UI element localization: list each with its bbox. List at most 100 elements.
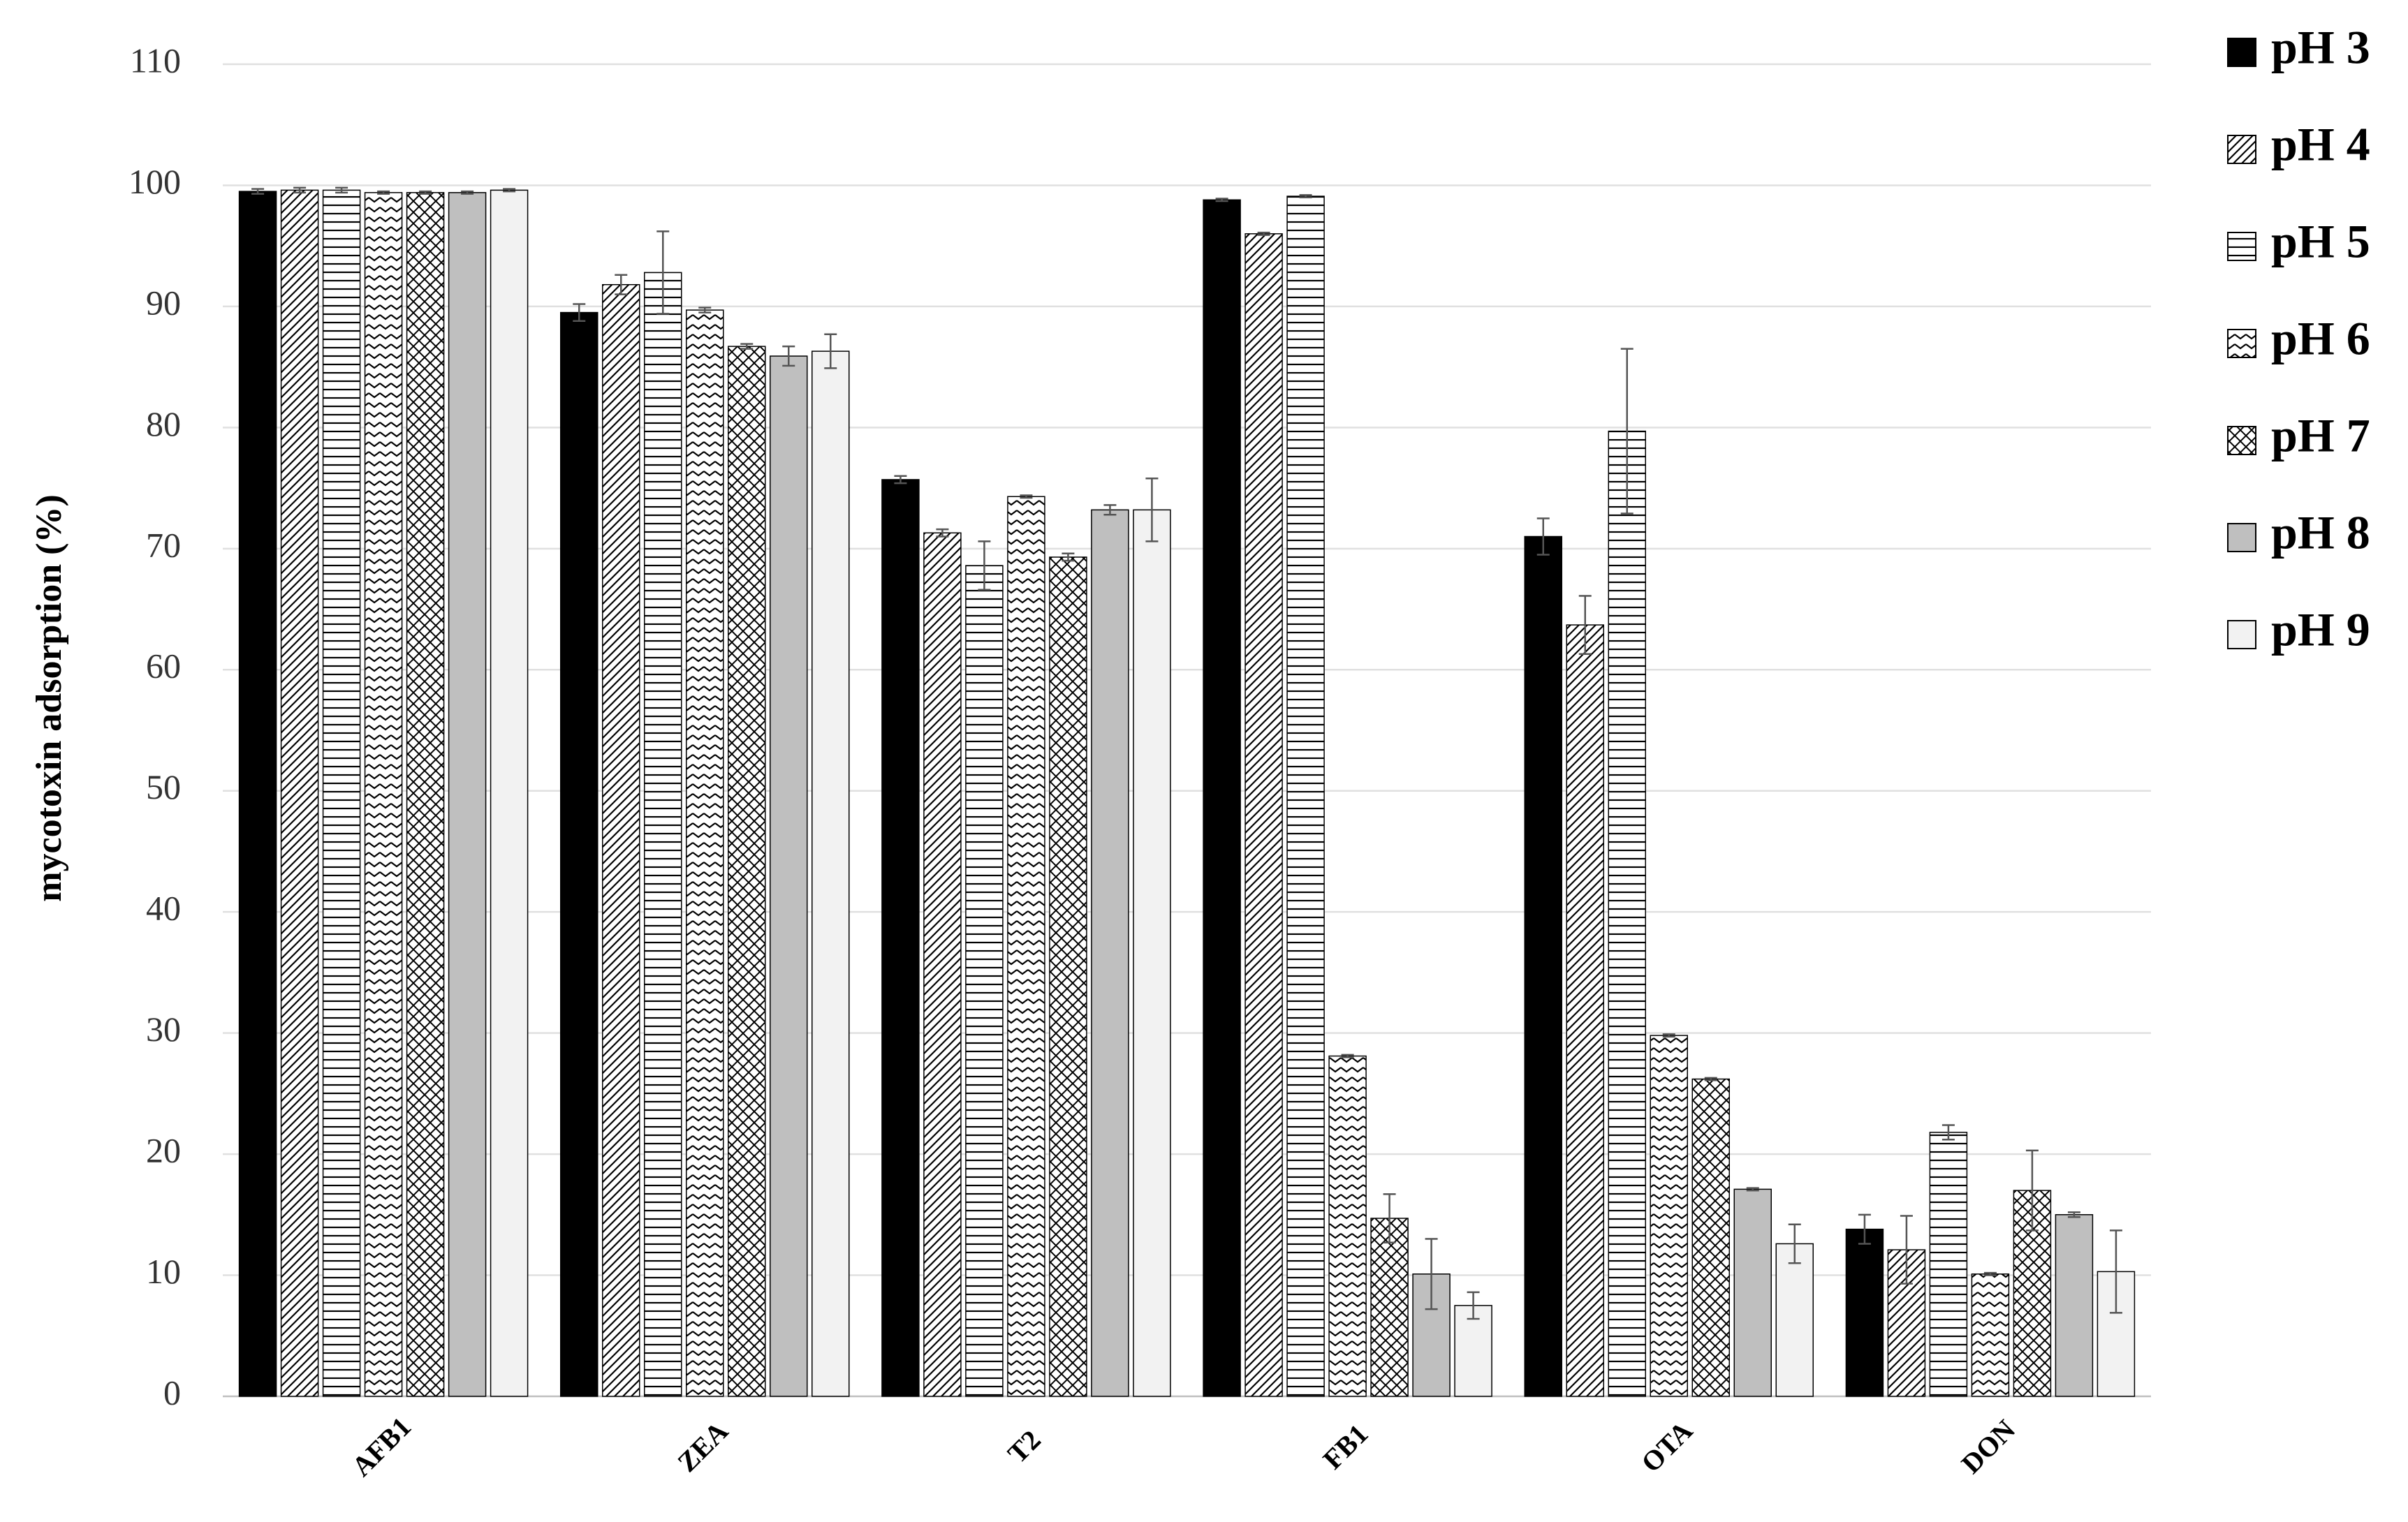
error-bar <box>1467 1291 1480 1320</box>
bar <box>1091 509 1129 1397</box>
error-bar <box>2025 1149 2039 1232</box>
legend-label: pH 7 <box>2271 409 2370 462</box>
legend-swatch <box>2227 232 2256 261</box>
bar <box>881 479 920 1397</box>
x-tick-label: OTA <box>1635 1414 1698 1478</box>
error-bar <box>1341 1054 1354 1058</box>
error-bar <box>419 190 432 195</box>
x-tick-label: AFB1 <box>346 1411 418 1483</box>
error-bar <box>1215 198 1228 202</box>
bar <box>448 192 487 1397</box>
error-bar <box>1020 494 1033 499</box>
error-bar <box>1257 231 1270 236</box>
y-tick-label: 20 <box>146 1131 181 1170</box>
bar <box>1691 1078 1730 1397</box>
error-bar <box>1858 1213 1871 1245</box>
bar <box>1566 624 1604 1397</box>
bar <box>238 191 277 1397</box>
bar <box>728 346 766 1397</box>
bar <box>2055 1214 2094 1397</box>
legend-label: pH 4 <box>2271 118 2370 171</box>
y-tick-label: 60 <box>146 647 181 686</box>
bar <box>1007 496 1045 1397</box>
error-bar <box>1941 1124 1955 1141</box>
y-axis-label: mycotoxin adsorption (%) <box>29 494 69 902</box>
error-bar <box>293 186 307 194</box>
error-bar <box>2109 1229 2122 1314</box>
bar <box>1245 233 1283 1397</box>
error-bar <box>656 230 670 315</box>
bar <box>1845 1228 1884 1397</box>
error-bar <box>782 345 795 367</box>
bar <box>1370 1218 1409 1397</box>
y-tick-label: 110 <box>130 40 181 80</box>
x-tick-label: T2 <box>1001 1424 1047 1470</box>
error-bar <box>1900 1215 1913 1285</box>
y-tick-label: 30 <box>146 1010 181 1049</box>
legend-swatch <box>2227 135 2256 164</box>
legend-swatch <box>2227 523 2256 552</box>
bar <box>812 350 850 1397</box>
error-bar <box>1425 1238 1438 1310</box>
bar <box>364 192 403 1397</box>
y-tick-label: 90 <box>146 283 181 322</box>
error-bar <box>573 303 586 322</box>
bar <box>1286 195 1325 1397</box>
error-bar <box>615 274 628 295</box>
y-tick-label: 70 <box>146 525 181 564</box>
error-bar <box>377 190 390 195</box>
bar <box>1650 1035 1688 1397</box>
error-bar <box>1299 194 1312 199</box>
bar <box>686 309 724 1397</box>
error-bar <box>698 306 712 313</box>
bar <box>644 272 682 1397</box>
legend-swatch <box>2227 38 2256 67</box>
bar <box>1328 1055 1367 1397</box>
bar <box>1049 556 1087 1397</box>
error-bar <box>1746 1187 1759 1192</box>
legend-swatch <box>2227 426 2256 455</box>
legend-label: pH 9 <box>2271 603 2370 656</box>
bar <box>923 532 962 1397</box>
bar <box>1203 199 1241 1397</box>
bar <box>770 355 808 1397</box>
bar <box>1524 535 1562 1397</box>
bar <box>1133 509 1171 1397</box>
error-bar <box>335 186 348 194</box>
legend-swatch <box>2227 620 2256 649</box>
error-bar <box>2067 1211 2080 1218</box>
error-bar <box>1536 517 1550 556</box>
error-bar <box>1578 595 1592 655</box>
bar <box>1733 1188 1772 1397</box>
legend-swatch <box>2227 329 2256 358</box>
error-bar <box>1662 1033 1675 1038</box>
bar <box>322 189 361 1397</box>
bar <box>406 192 445 1397</box>
error-bar <box>1145 477 1159 542</box>
x-tick-label: DON <box>1955 1414 2022 1480</box>
bar <box>965 565 1004 1397</box>
legend-label: pH 6 <box>2271 312 2370 365</box>
y-tick-label: 100 <box>129 162 181 201</box>
bar <box>1454 1305 1492 1397</box>
error-bar <box>824 333 837 369</box>
error-bar <box>1062 552 1075 562</box>
error-bar <box>1983 1271 1997 1276</box>
y-tick-label: 10 <box>146 1252 181 1291</box>
bar <box>280 189 319 1397</box>
y-tick-label: 50 <box>146 767 181 806</box>
y-tick-label: 80 <box>146 404 181 443</box>
error-bar <box>1620 348 1634 515</box>
bar <box>602 283 640 1397</box>
bar <box>1775 1243 1814 1397</box>
legend-label: pH 3 <box>2271 21 2370 74</box>
x-tick-label: FB1 <box>1316 1418 1374 1475</box>
error-bar <box>1383 1193 1396 1243</box>
x-tick-label: ZEA <box>671 1415 734 1478</box>
error-bar <box>1788 1223 1801 1264</box>
error-bar <box>503 188 516 193</box>
y-tick-label: 40 <box>146 889 181 928</box>
bar <box>1929 1132 1968 1397</box>
error-bar <box>978 540 991 591</box>
